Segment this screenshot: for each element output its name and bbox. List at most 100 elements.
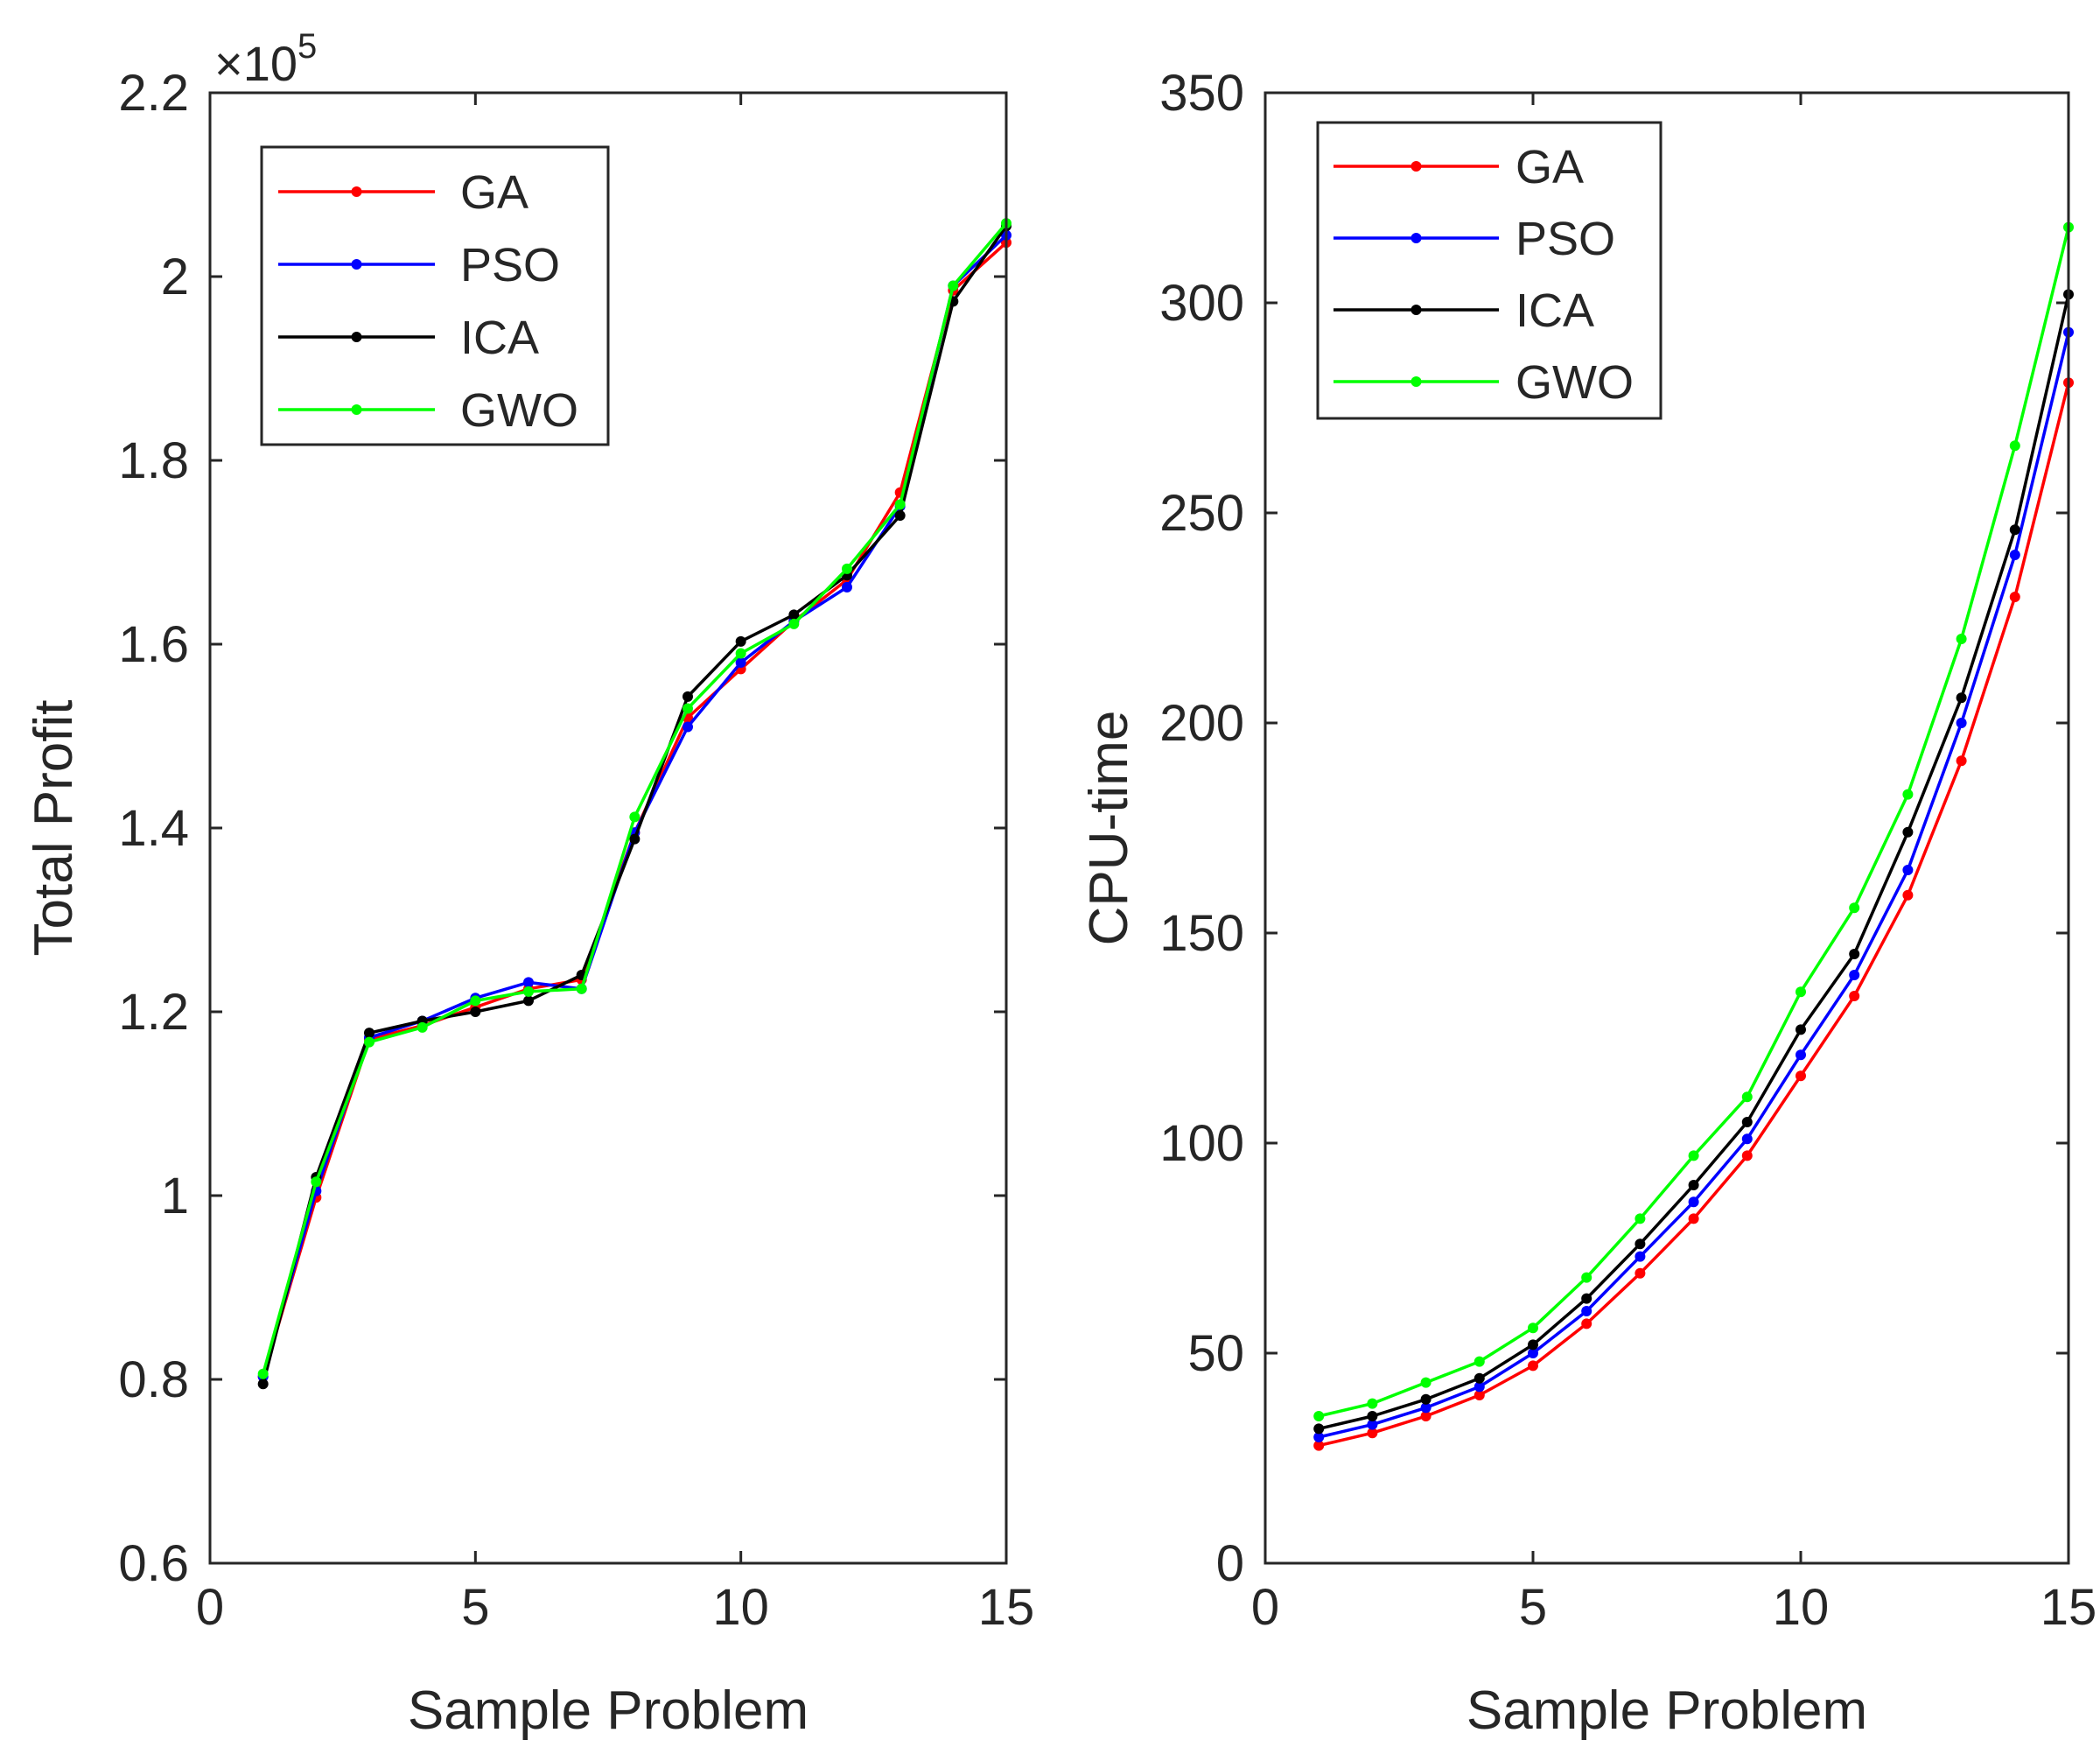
data-point [1367,1411,1378,1421]
legend-label: PSO [460,239,560,291]
data-point [1634,1267,1646,1279]
data-point [1956,718,1967,728]
data-point [735,657,746,668]
y-tick-label: 1.8 [118,432,189,489]
y-tick-label: 300 [1159,275,1244,332]
legend-label: GWO [1516,356,1634,409]
legend-marker [1410,161,1422,172]
legend-marker [351,259,362,270]
legend-entry-gwo: GWO [278,384,578,437]
data-point [1634,1213,1646,1224]
data-point [1313,1423,1325,1435]
data-point [1741,1150,1753,1161]
data-point [682,703,693,714]
data-point [1956,634,1967,644]
data-point [1420,1402,1432,1414]
legend-box [1316,121,1662,420]
data-point [629,833,640,845]
legend-entry-ga: GA [1334,141,1584,193]
legend-label: ICA [1516,284,1594,337]
data-point [1367,1419,1378,1430]
data-point [1688,1213,1699,1224]
y-tick-label: 1.6 [118,616,189,673]
data-point [470,1007,481,1017]
data-point [1474,1356,1485,1367]
data-point [1420,1393,1432,1405]
series-pso [1313,326,2074,1442]
data-point [1528,1323,1538,1334]
y-tick-label: 200 [1159,695,1244,752]
tick-labels: 0 5 10 15 0.6 0.8 1 1.2 1.4 1.6 1.8 2 2.2 [118,65,1034,1636]
series-gwo [257,218,1012,1379]
data-point [1313,1440,1325,1451]
data-point [629,811,640,823]
y-tick-label: 1.2 [118,984,189,1041]
data-point [2009,440,2020,452]
legend-marker [1410,376,1422,387]
exponent-power: 5 [298,27,317,66]
data-point [1741,1117,1753,1127]
legend-entry-pso: PSO [278,239,560,291]
data-point [842,581,852,593]
legend-label: ICA [460,312,539,364]
data-point [1420,1377,1432,1388]
data-point [1849,970,1860,980]
exponent-base: ×10 [214,36,298,91]
data-point [1474,1372,1485,1384]
data-point [842,563,852,574]
y-tick-label: 100 [1159,1115,1244,1172]
x-tick-label: 5 [461,1579,489,1636]
data-point [1902,865,1914,875]
x-tick-label: 15 [978,1579,1035,1636]
y-axis-label: Total Profit [24,700,84,957]
data-point [2009,592,2020,602]
y-tick-label: 50 [1187,1325,1244,1382]
y-tick-label: 150 [1159,905,1244,962]
data-point [1902,789,1914,800]
data-point [1849,902,1860,914]
data-point [2009,550,2020,560]
total-profit-chart: 0 5 10 15 0.6 0.8 1 1.2 1.4 1.6 1.8 2 2.2 Sample Pro… [24,27,1034,1741]
y-tick-label: 0.8 [118,1351,189,1408]
x-tick-label: 10 [1773,1579,1830,1636]
legend-label: GA [1516,141,1584,193]
data-point [311,1176,322,1188]
legend-entry-ga: GA [278,166,528,219]
x-tick-label: 0 [1251,1579,1279,1636]
data-point [1796,986,1806,998]
data-point [364,1036,374,1048]
data-point [523,986,534,997]
x-tick-label: 15 [2040,1579,2097,1636]
legend-marker [1410,233,1422,243]
x-tick-label: 0 [196,1579,224,1636]
x-axis-label: Sample Problem [408,1680,808,1741]
data-point [894,510,906,521]
y-tick-label: 1.4 [118,800,189,857]
data-point [1688,1180,1699,1190]
series-ga [1313,377,2074,1451]
data-point [576,983,587,994]
data-point [948,280,959,291]
legend-entry-ica: ICA [1334,284,1594,337]
plot-frame [1264,91,2070,1565]
y-tick-label: 0.6 [118,1535,189,1592]
data-point [1581,1293,1592,1304]
data-series [257,218,1012,1390]
data-point [788,609,800,621]
data-point [735,648,746,659]
legend-entry-gwo: GWO [1334,356,1634,409]
data-point [682,721,693,733]
data-point [364,1028,374,1039]
data-point [1902,889,1914,901]
data-point [1634,1238,1646,1250]
data-point [1796,1070,1806,1082]
data-point [1474,1381,1485,1393]
legend: GA PSO ICA GWO [1316,121,1662,420]
legend-marker [351,186,362,197]
data-point [1367,1398,1378,1409]
data-point [1528,1339,1538,1351]
legend: GA PSO ICA GWO [260,145,610,446]
